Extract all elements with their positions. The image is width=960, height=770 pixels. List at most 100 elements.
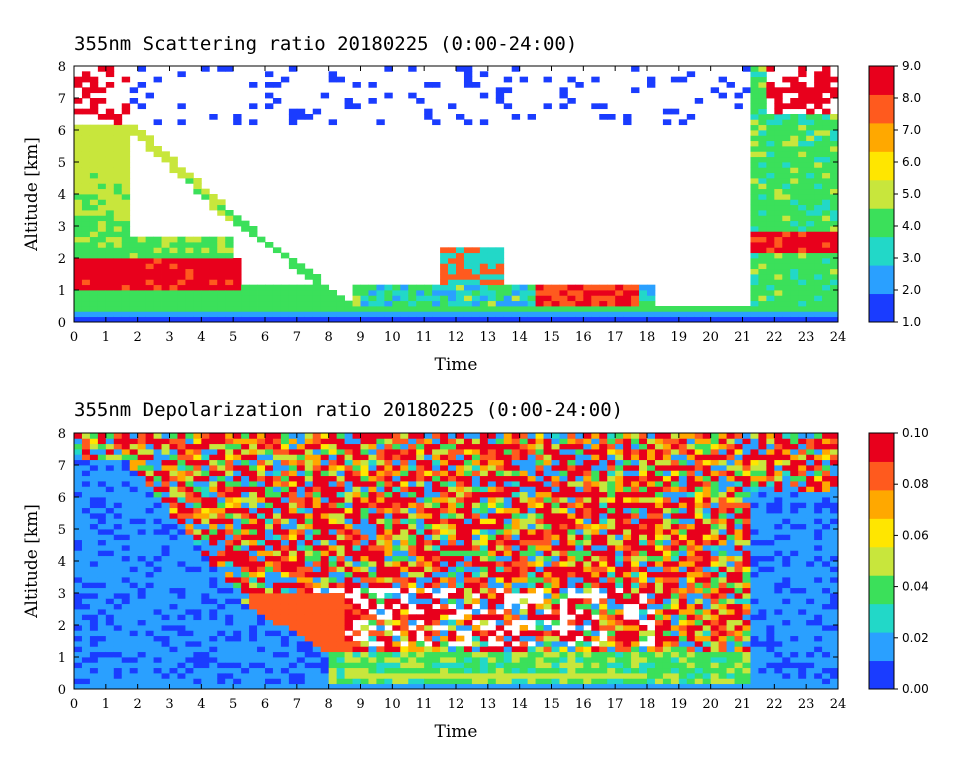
heatmap-cell <box>312 577 322 583</box>
heatmap-cell <box>209 582 218 589</box>
heatmap-cell <box>535 555 544 562</box>
heatmap-cell <box>519 290 529 296</box>
heatmap-cell <box>336 513 345 519</box>
heatmap-cell <box>320 454 330 461</box>
heatmap-cell <box>750 204 759 211</box>
heatmap-cell <box>440 268 449 275</box>
heatmap-cell <box>559 577 568 583</box>
heatmap-cell <box>830 156 839 163</box>
heatmap-cell <box>336 502 345 509</box>
heatmap-cell <box>161 662 170 669</box>
heatmap-cell <box>360 641 369 647</box>
heatmap-cell <box>328 539 338 546</box>
heatmap-cell <box>320 507 330 514</box>
heatmap-cell <box>607 614 616 621</box>
heatmap-cell <box>249 678 258 685</box>
heatmap-cell <box>416 459 425 466</box>
heatmap-cell <box>312 300 322 307</box>
heatmap-cell <box>416 561 425 567</box>
heatmap-cell <box>193 662 202 669</box>
heatmap-cell <box>567 683 576 690</box>
heatmap-cell <box>249 316 258 323</box>
heatmap-cell <box>129 475 139 482</box>
heatmap-cell <box>320 561 330 567</box>
heatmap-cell <box>495 295 505 302</box>
heatmap-cell <box>559 582 568 589</box>
heatmap-cell <box>456 513 465 519</box>
heatmap-cell <box>479 518 489 525</box>
heatmap-cell <box>583 523 592 530</box>
heatmap-cell <box>607 290 616 296</box>
heatmap-cell <box>81 242 91 248</box>
heatmap-cell <box>304 625 314 631</box>
heatmap-cell <box>312 534 322 541</box>
heatmap-cell <box>503 284 513 291</box>
heatmap-cell <box>185 279 194 286</box>
heatmap-cell <box>511 582 521 589</box>
heatmap-cell <box>463 486 473 493</box>
heatmap-cell <box>440 619 449 626</box>
heatmap-cell <box>74 82 83 88</box>
heatmap-cell <box>81 593 91 599</box>
heatmap-cell <box>750 183 759 190</box>
heatmap-cell <box>121 124 131 131</box>
heatmap-cell <box>400 625 409 631</box>
heatmap-cell <box>416 673 425 679</box>
heatmap-cell <box>105 130 115 136</box>
heatmap-cell <box>448 625 457 631</box>
heatmap-cell <box>615 311 624 318</box>
heatmap-cell <box>448 258 457 264</box>
heatmap-cell <box>463 598 473 605</box>
heatmap-cell <box>384 465 393 471</box>
heatmap-cell <box>257 300 266 307</box>
heatmap-cell <box>479 263 489 270</box>
heatmap-cell <box>463 274 473 280</box>
heatmap-cell <box>352 529 361 535</box>
heatmap-cell <box>249 433 258 439</box>
heatmap-cell <box>257 619 266 626</box>
heatmap-cell <box>448 673 457 679</box>
heatmap-cell <box>535 577 544 583</box>
heatmap-cell <box>312 465 322 471</box>
heatmap-cell <box>129 614 139 621</box>
heatmap-cell <box>185 268 194 275</box>
heatmap-cell <box>360 465 369 471</box>
heatmap-cell <box>591 577 600 583</box>
heatmap-cell <box>479 566 489 573</box>
heatmap-cell <box>424 523 433 530</box>
heatmap-cell <box>456 454 465 461</box>
heatmap-cell <box>416 566 425 573</box>
heatmap-cell <box>304 449 314 455</box>
heatmap-cell <box>567 438 576 445</box>
heatmap-cell <box>272 518 282 525</box>
heatmap-cell <box>607 630 616 637</box>
heatmap-cell <box>384 641 393 647</box>
heatmap-cell <box>169 236 178 243</box>
heatmap-cell <box>559 295 568 302</box>
heatmap-cell <box>113 146 123 152</box>
heatmap-cell <box>145 507 154 514</box>
heatmap-cell <box>758 130 767 136</box>
heatmap-cell <box>145 295 154 302</box>
heatmap-cell <box>503 539 513 546</box>
heatmap-cell <box>153 295 162 302</box>
heatmap-cell <box>448 443 457 450</box>
heatmap-cell <box>280 662 290 669</box>
heatmap-cell <box>280 306 290 312</box>
heatmap-cell <box>607 300 616 307</box>
heatmap-cell <box>750 124 759 131</box>
heatmap-cell <box>591 630 600 637</box>
heatmap-cell <box>257 507 266 514</box>
heatmap-cell <box>89 635 99 642</box>
heatmap-cell <box>97 593 107 599</box>
heatmap-cell <box>551 295 560 302</box>
heatmap-cell <box>129 459 139 466</box>
heatmap-cell <box>296 662 306 669</box>
heatmap-cell <box>225 290 234 296</box>
heatmap-cell <box>519 561 529 567</box>
heatmap-cell <box>296 465 306 471</box>
heatmap-cell <box>567 295 576 302</box>
heatmap-cell <box>806 247 815 254</box>
heatmap-cell <box>615 577 624 583</box>
heatmap-cell <box>519 518 529 525</box>
